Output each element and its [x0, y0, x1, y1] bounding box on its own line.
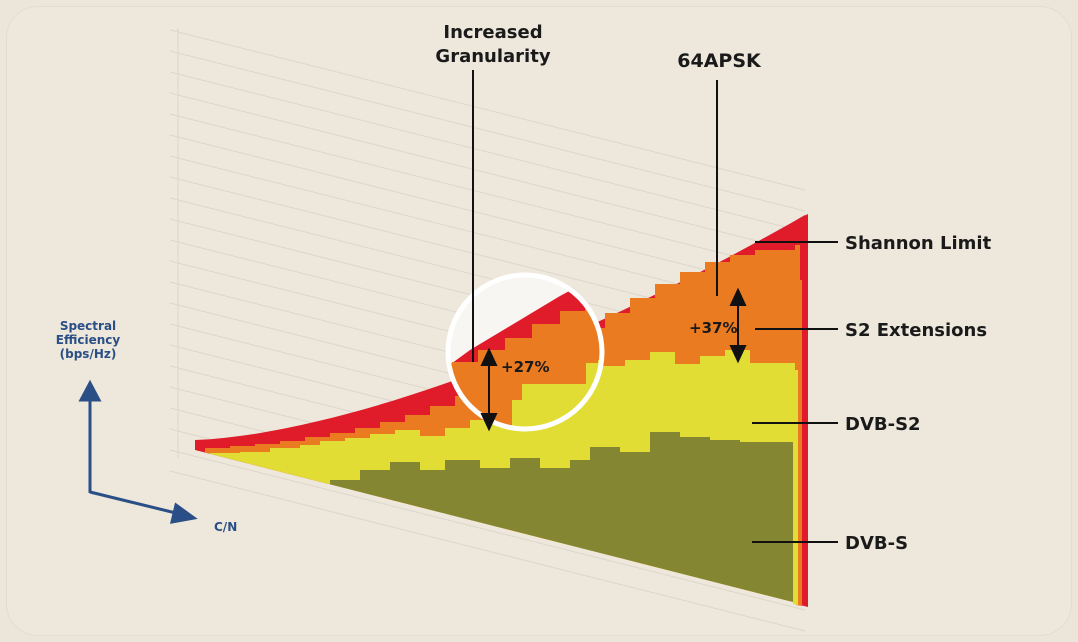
shannon-limit-label: Shannon Limit — [845, 233, 992, 254]
gain-circle-label: +27% — [501, 358, 549, 376]
gain-right-arrow-down — [729, 345, 747, 364]
dvb-s-band — [330, 432, 805, 605]
dvb-s2-label: DVB-S2 — [845, 414, 921, 435]
grid-line — [169, 29, 806, 191]
apsk-label: 64APSK — [677, 50, 762, 72]
magnifier-ring — [445, 272, 605, 432]
granularity-label-line2: Granularity — [435, 46, 550, 67]
x-axis-label: C/N — [214, 520, 237, 534]
y-axis-label-line2: Efficiency — [56, 333, 121, 347]
granularity-label-line1: Increased — [443, 22, 542, 43]
y-axis-arrowhead — [78, 379, 102, 402]
grid-line — [169, 134, 806, 296]
x-axis-arrowhead — [170, 502, 198, 524]
y-axis-label-line1: Spectral — [60, 319, 116, 333]
grid-line — [169, 50, 806, 212]
gain-circle-arrow-up — [480, 347, 498, 366]
grid-line — [169, 113, 806, 275]
x-axis-line — [89, 490, 181, 516]
gain-right-arrow-up — [729, 287, 747, 306]
grid-line — [169, 470, 806, 632]
grid-line — [169, 92, 806, 254]
s2-extensions-label: S2 Extensions — [845, 320, 987, 341]
grid-line — [169, 71, 806, 233]
magnifier-inset — [445, 272, 605, 432]
dvb-s-label: DVB-S — [845, 533, 908, 554]
grid-line — [169, 449, 806, 611]
right-edge-yellow — [793, 370, 798, 605]
gain-circle-arrow-down — [480, 413, 498, 432]
gain-right-label: +37% — [689, 319, 737, 337]
y-axis-label-line3: (bps/Hz) — [60, 347, 117, 361]
